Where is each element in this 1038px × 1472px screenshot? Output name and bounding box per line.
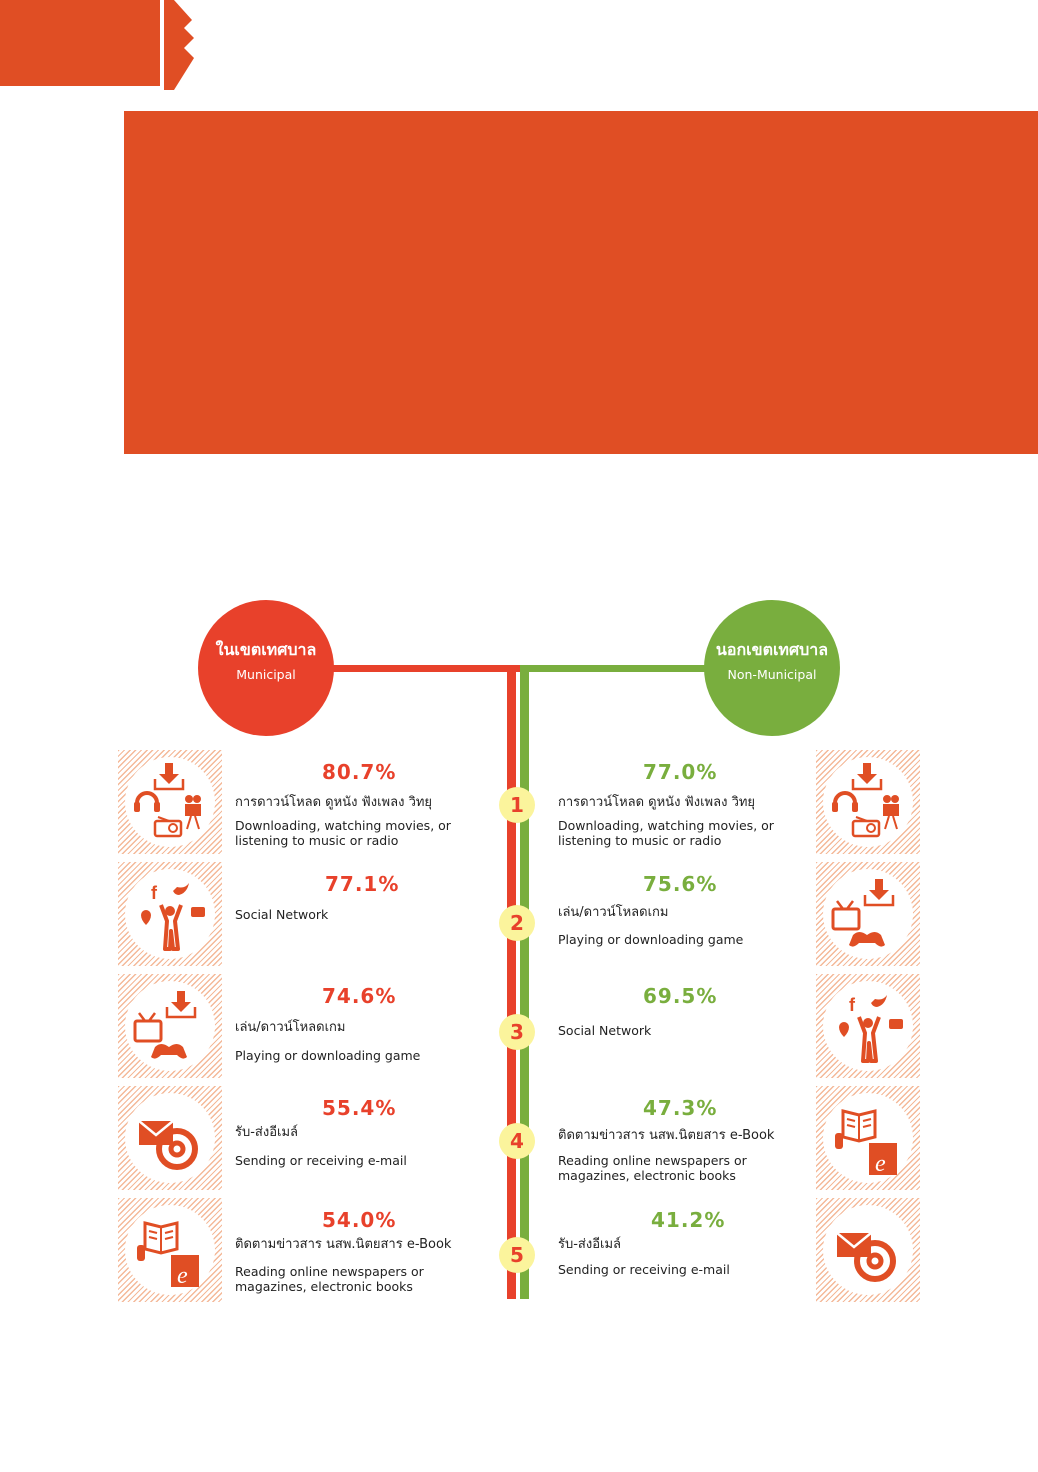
municipal-rank2-label-en-1: Social Network: [235, 907, 329, 922]
municipal-rank5-percent: 54.0%: [322, 1208, 397, 1232]
municipal-rank1-label-th: การดาวน์โหลด ดูหนัง ฟังเพลง วิทยุ: [235, 795, 433, 810]
nonmunicipal-connector-h: [520, 665, 706, 672]
municipal-title-th: ในเขตเทศบาล: [215, 640, 317, 659]
municipal-rank3-label-en-1: Playing or downloading game: [235, 1048, 421, 1063]
rank-badge-4: 4: [499, 1123, 535, 1159]
email-icon: [816, 1198, 920, 1302]
nonmunicipal-rank2-label-th: เล่น/ดาวน์โหลดเกม: [558, 905, 669, 920]
nonmunicipal-rank5-label-th: รับ-ส่งอีเมล์: [558, 1237, 621, 1252]
header-arrow-decoration: [164, 0, 194, 90]
municipal-connector-v: [507, 665, 516, 1299]
svg-text:e: e: [177, 1263, 188, 1289]
nonmunicipal-rank1-percent: 77.0%: [643, 760, 718, 784]
municipal-rank1-label-en-2: listening to music or radio: [235, 833, 399, 848]
nonmunicipal-rank5-label-en-1: Sending or receiving e-mail: [558, 1262, 730, 1277]
nonmunicipal-title-en: Non-Municipal: [727, 667, 817, 682]
orange-banner: [124, 111, 1038, 454]
header-tab-block: [0, 0, 160, 86]
nonmunicipal-rank1-label-th: การดาวน์โหลด ดูหนัง ฟังเพลง วิทยุ: [558, 795, 756, 810]
municipal-rank3-label-th: เล่น/ดาวน์โหลดเกม: [235, 1020, 346, 1035]
nonmunicipal-header-circle: นอกเขตเทศบาล Non-Municipal: [704, 600, 840, 736]
municipal-rank1-label-en-1: Downloading, watching movies, or: [235, 818, 451, 833]
municipal-connector-h: [330, 665, 520, 672]
nonmunicipal-rank2-label-en-1: Playing or downloading game: [558, 932, 744, 947]
nonmunicipal-rank2-percent: 75.6%: [643, 872, 718, 896]
rank-badge-5: 5: [499, 1237, 535, 1273]
rank-badge-3: 3: [499, 1014, 535, 1050]
municipal-rank5-label-th: ติดตามข่าวสาร นสพ.นิตยสาร e-Book: [235, 1237, 452, 1252]
nonmunicipal-connector-v: [520, 665, 529, 1299]
rank-badge-1: 1: [499, 787, 535, 823]
municipal-rank4-percent: 55.4%: [322, 1096, 397, 1120]
municipal-rank4-label-en-1: Sending or receiving e-mail: [235, 1153, 407, 1168]
social-network-icon: f: [816, 974, 920, 1078]
ebook-icon: e: [816, 1086, 920, 1190]
municipal-rank1-percent: 80.7%: [322, 760, 397, 784]
nonmunicipal-title-th: นอกเขตเทศบาล: [715, 640, 829, 659]
municipal-rank3-percent: 74.6%: [322, 984, 397, 1008]
nonmunicipal-rank4-label-th: ติดตามข่าวสาร นสพ.นิตยสาร e-Book: [558, 1128, 775, 1143]
game-download-icon: [816, 862, 920, 966]
rank-badge-2: 2: [499, 905, 535, 941]
nonmunicipal-rank5-percent: 41.2%: [651, 1208, 726, 1232]
media-download-icon: [816, 750, 920, 854]
social-network-icon: f: [118, 862, 222, 966]
municipal-rank2-percent: 77.1%: [325, 872, 400, 896]
nonmunicipal-rank1-label-en-2: listening to music or radio: [558, 833, 722, 848]
municipal-title-en: Municipal: [236, 667, 296, 682]
media-download-icon: [118, 750, 222, 854]
ebook-icon: e: [118, 1198, 222, 1302]
svg-text:f: f: [151, 883, 158, 903]
municipal-rank5-label-en-2: magazines, electronic books: [235, 1279, 413, 1294]
nonmunicipal-rank4-label-en-2: magazines, electronic books: [558, 1168, 736, 1183]
svg-text:e: e: [875, 1151, 886, 1177]
municipal-header-circle: ในเขตเทศบาล Municipal: [198, 600, 334, 736]
nonmunicipal-rank4-percent: 47.3%: [643, 1096, 718, 1120]
nonmunicipal-rank4-label-en-1: Reading online newspapers or: [558, 1153, 747, 1168]
nonmunicipal-rank3-percent: 69.5%: [643, 984, 718, 1008]
municipal-rank4-label-th: รับ-ส่งอีเมล์: [235, 1125, 298, 1140]
svg-text:f: f: [849, 995, 856, 1015]
email-icon: [118, 1086, 222, 1190]
nonmunicipal-rank3-label-en-1: Social Network: [558, 1023, 652, 1038]
municipal-rank5-label-en-1: Reading online newspapers or: [235, 1264, 424, 1279]
nonmunicipal-rank1-label-en-1: Downloading, watching movies, or: [558, 818, 774, 833]
game-download-icon: [118, 974, 222, 1078]
